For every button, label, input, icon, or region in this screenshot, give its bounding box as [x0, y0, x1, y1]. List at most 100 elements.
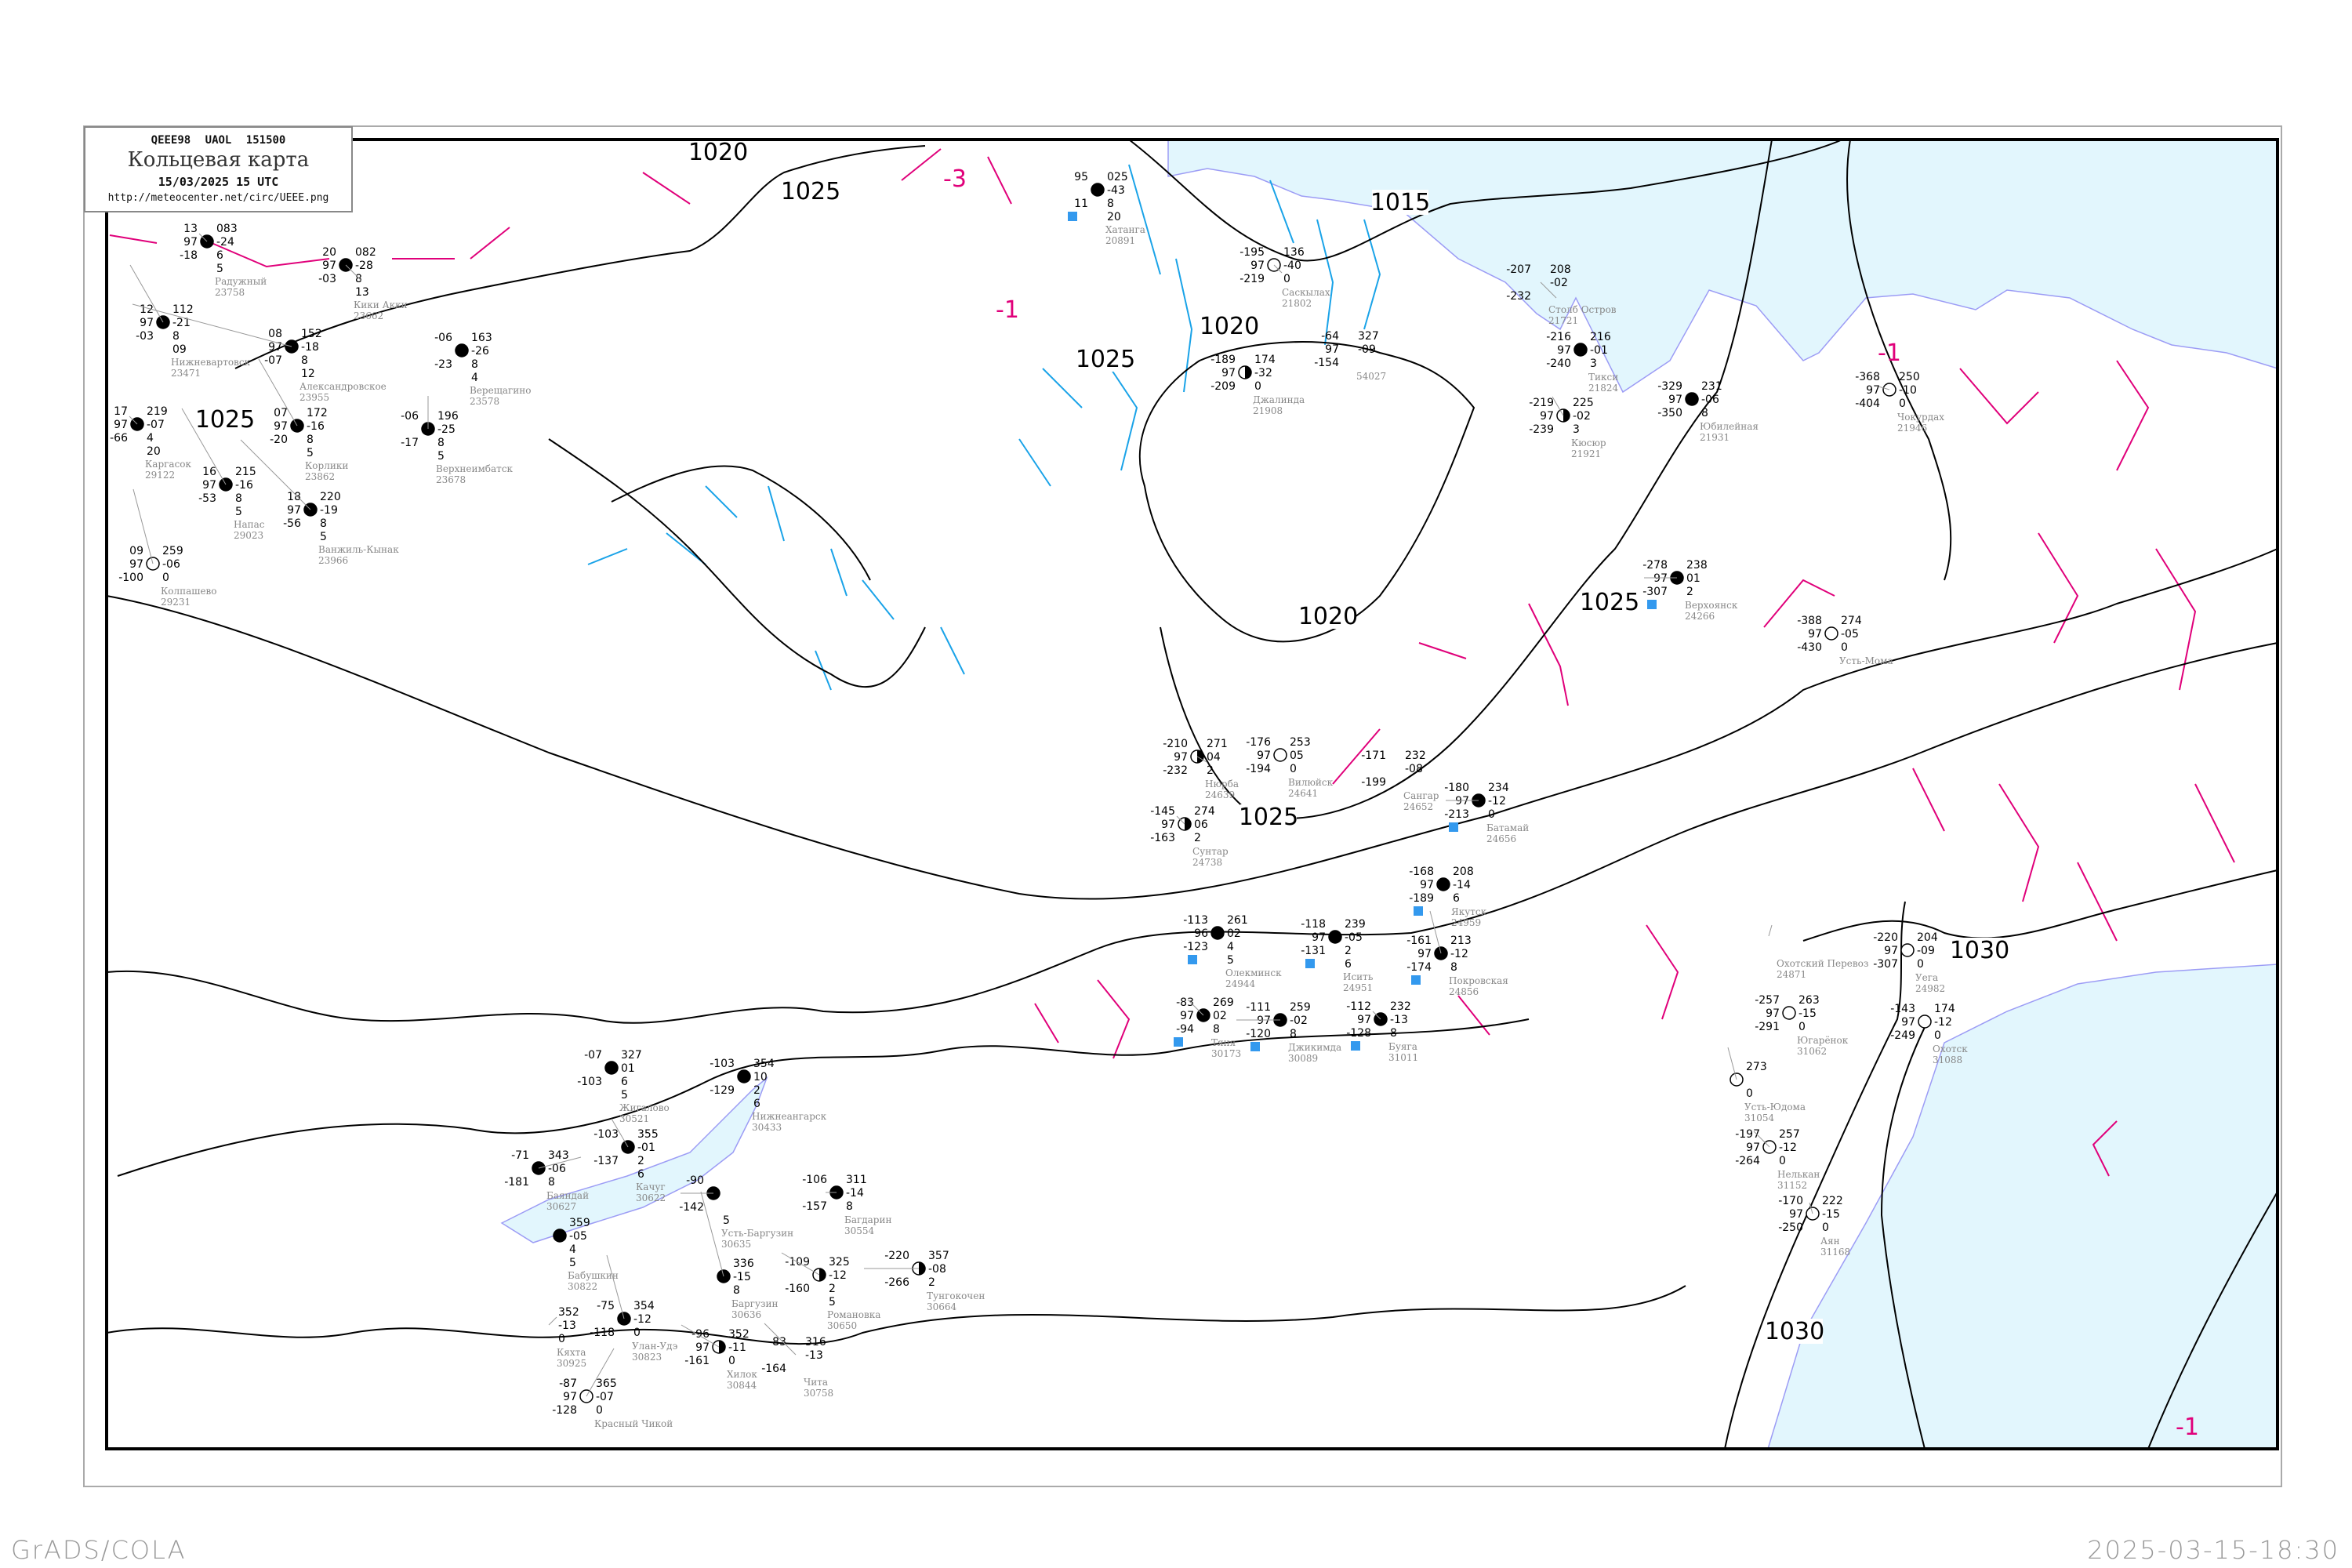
precipitation-marker [1174, 1037, 1183, 1047]
air-temperature: -87 [559, 1377, 577, 1390]
pressure: 274 [1194, 805, 1215, 818]
dew-point: -94 [1176, 1023, 1194, 1036]
dew-point: -129 [710, 1084, 735, 1097]
cloud-amount: 0 [633, 1327, 641, 1339]
station-name: Красный Чикой [594, 1418, 673, 1429]
station-Красный Чикой[interactable]: -8797-128 365-070Красный Чикой [552, 1348, 673, 1429]
pressure-tendency: -15 [1798, 1007, 1817, 1020]
dew-point: -219 [1240, 273, 1265, 285]
air-temperature: -111 [1246, 1001, 1271, 1014]
pressure: 112 [172, 303, 194, 316]
pressure: 234 [1488, 782, 1509, 794]
visibility: 97 [1174, 751, 1188, 764]
pressure: 222 [1822, 1195, 1843, 1207]
visibility: 97 [1866, 384, 1880, 397]
pressure: 152 [301, 328, 322, 340]
station-name: Чокурдах [1897, 412, 1944, 423]
cloud-amount: 8 [172, 330, 180, 343]
pressure-tendency: -05 [1841, 628, 1859, 641]
station-id: 54027 [1356, 371, 1386, 382]
footer-software: GrADS/COLA [11, 1535, 187, 1565]
station-name: Вилюйск [1288, 777, 1334, 788]
cloud-amount: 8 [548, 1176, 555, 1189]
station-leader-line [1429, 910, 1442, 954]
isotherm-label: -1 [996, 296, 1019, 324]
cloud-amount: 8 [301, 354, 308, 367]
isobar-label-group: 1020 [1298, 603, 1358, 630]
station-leader-line [1552, 396, 1564, 416]
map-title-box: QEEE98 UAOL 151500 Кольцевая карта 15/03… [84, 126, 353, 212]
station-leader-line [586, 1348, 615, 1397]
air-temperature: -278 [1642, 559, 1668, 572]
cloud-cover-empty-icon [1918, 1014, 1932, 1029]
station-name: Александровское [299, 381, 387, 392]
station-leader-line [181, 408, 227, 485]
precipitation-marker [1305, 959, 1315, 968]
station-id: 23862 [305, 471, 335, 482]
dew-point: -100 [118, 572, 143, 584]
lake-baikal [500, 1076, 768, 1243]
station-id: 24982 [1915, 983, 1945, 994]
pressure-tendency: 06 [1194, 818, 1208, 831]
station-id: 30925 [557, 1358, 586, 1369]
station-name: Чита [804, 1377, 828, 1388]
cloud-base: 6 [1345, 958, 1352, 971]
station-id: 23966 [318, 555, 348, 566]
